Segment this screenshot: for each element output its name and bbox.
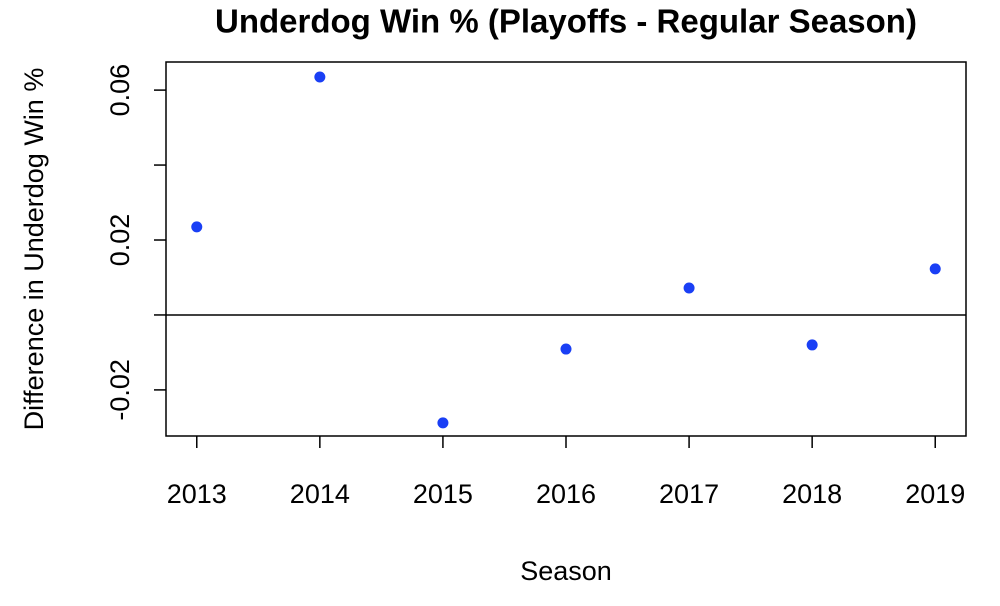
- y-axis-title: Difference in Underdog Win %: [19, 68, 49, 431]
- point: [683, 282, 695, 294]
- point: [929, 263, 941, 275]
- point: [437, 417, 449, 429]
- y-tick-label: 0.06: [105, 64, 135, 117]
- chart-title: Underdog Win % (Playoffs - Regular Seaso…: [215, 3, 917, 40]
- x-tick-label: 2017: [659, 479, 719, 509]
- point: [314, 71, 326, 83]
- x-axis-title: Season: [520, 556, 612, 586]
- point: [806, 339, 818, 351]
- x-tick-label: 2015: [413, 479, 473, 509]
- y-tick-label: -0.02: [105, 359, 135, 421]
- x-tick-label: 2019: [905, 479, 965, 509]
- x-tick-label: 2018: [782, 479, 842, 509]
- point: [560, 343, 572, 355]
- y-tick-label: 0.02: [105, 214, 135, 267]
- point: [191, 221, 203, 233]
- x-tick-label: 2014: [290, 479, 350, 509]
- x-tick-label: 2013: [167, 479, 227, 509]
- x-tick-label: 2016: [536, 479, 596, 509]
- plot-frame: [165, 61, 967, 437]
